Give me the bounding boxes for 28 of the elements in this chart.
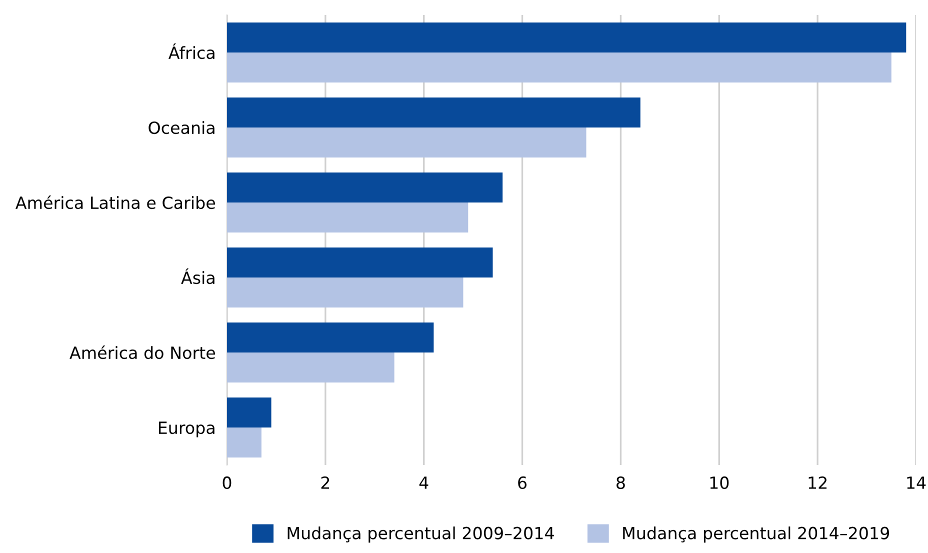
bar bbox=[227, 52, 892, 82]
x-tick-label: 8 bbox=[616, 476, 625, 490]
legend-label: Mudança percentual 2009–2014 bbox=[288, 526, 554, 543]
bar bbox=[227, 398, 272, 428]
bar bbox=[227, 278, 464, 308]
y-tick-label: Ásia bbox=[181, 268, 214, 284]
x-tick-label: 4 bbox=[419, 476, 428, 489]
y-tick-label: Europa bbox=[158, 422, 214, 438]
bar bbox=[227, 128, 586, 158]
y-tick-label: América Latina e Caribe bbox=[16, 196, 215, 210]
y-tick-label: Oceania bbox=[148, 121, 214, 134]
bar bbox=[227, 98, 640, 128]
legend-label: Mudança percentual 2014–2019 bbox=[623, 526, 889, 543]
bar bbox=[227, 172, 503, 202]
x-tick-label: 14 bbox=[907, 476, 926, 489]
x-tick-label: 0 bbox=[222, 476, 232, 490]
x-tick-label: 2 bbox=[321, 476, 330, 489]
bar bbox=[227, 322, 434, 352]
bar bbox=[227, 22, 906, 52]
x-tick-label: 10 bbox=[710, 476, 729, 490]
y-tick-label: África bbox=[168, 43, 214, 60]
x-tick-label: 12 bbox=[808, 476, 827, 489]
bar bbox=[227, 248, 493, 278]
bar bbox=[227, 428, 262, 458]
bar bbox=[227, 352, 394, 382]
bar bbox=[227, 202, 468, 232]
x-tick-label: 6 bbox=[518, 476, 527, 490]
y-tick-label: América do Norte bbox=[70, 346, 215, 360]
